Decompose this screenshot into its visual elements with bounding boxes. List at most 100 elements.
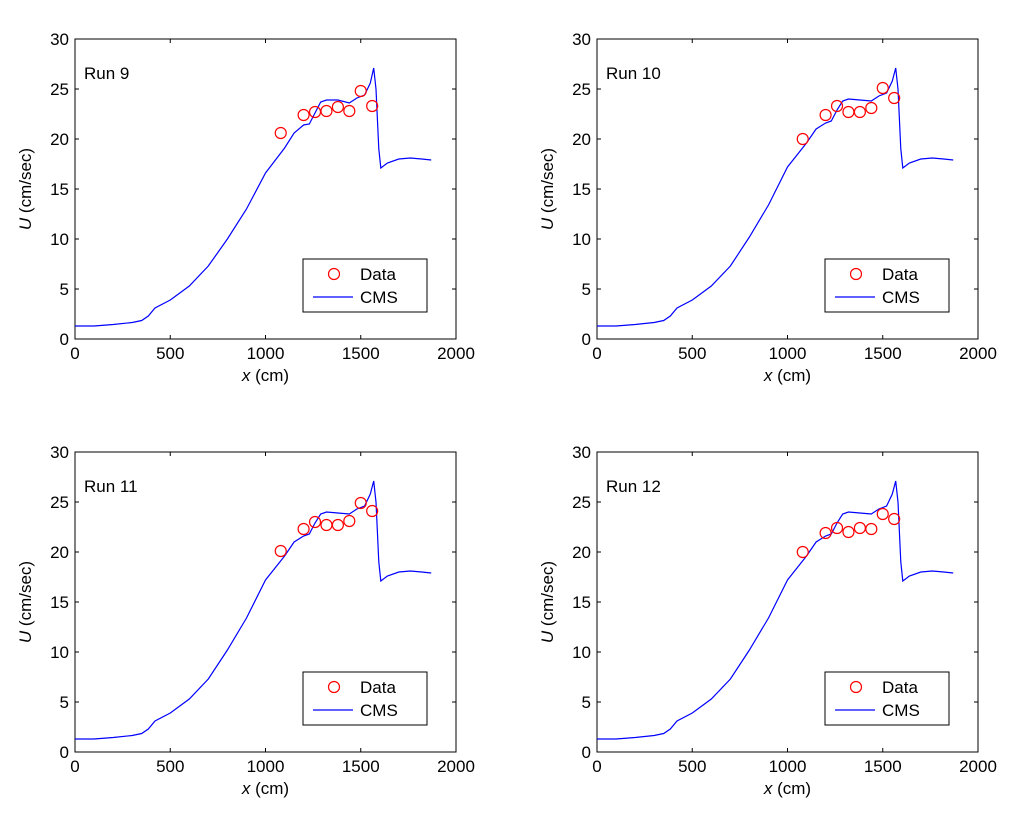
x-axis-label: x (cm)	[763, 779, 811, 798]
x-tick-label: 500	[678, 344, 706, 363]
y-tick-label: 0	[582, 743, 591, 762]
data-point	[354, 496, 367, 510]
y-tick-label: 5	[582, 693, 591, 712]
x-tick-label: 1500	[864, 344, 902, 363]
x-tick-label: 500	[156, 344, 184, 363]
x-tick-label: 0	[70, 757, 79, 776]
y-tick-label: 10	[572, 230, 591, 249]
x-tick-label: 500	[678, 757, 706, 776]
y-tick-label: 10	[50, 230, 69, 249]
run-title: Run 12	[606, 477, 661, 496]
y-tick-label: 20	[572, 543, 591, 562]
data-point	[865, 101, 878, 115]
x-tick-label: 0	[592, 757, 601, 776]
y-tick-label: 20	[50, 543, 69, 562]
data-point	[331, 100, 344, 114]
x-tick-label: 500	[156, 757, 184, 776]
x-tick-label: 1000	[247, 757, 285, 776]
legend-data-marker	[849, 267, 863, 281]
data-point	[796, 132, 809, 146]
run-title: Run 9	[84, 64, 129, 83]
y-tick-label: 30	[572, 443, 591, 462]
y-axis-label: U (cm/sec)	[16, 148, 35, 230]
y-tick-label: 30	[572, 30, 591, 49]
chart-panel-3: 0 500 1000 1500 2000 0 5 10 15 20 25 30 x (cm) U (cm/…	[16, 443, 475, 798]
legend-data-label: Data	[882, 265, 918, 284]
y-tick-label: 25	[50, 493, 69, 512]
x-tick-label: 1500	[864, 757, 902, 776]
y-axis-label: U (cm/sec)	[538, 148, 557, 230]
chart-panel-1: 0 500 1000 1500 2000 0 5 10 15 20 25 30 x (cm) U (cm/…	[16, 30, 475, 385]
legend-cms-label: CMS	[882, 701, 920, 720]
legend-box	[824, 258, 950, 313]
legend-data-label: Data	[360, 265, 396, 284]
data-point	[842, 525, 855, 539]
x-tick-label: 1000	[769, 757, 807, 776]
data-point	[297, 522, 310, 536]
data-point	[331, 518, 344, 532]
y-tick-label: 10	[572, 643, 591, 662]
data-point	[343, 104, 356, 118]
legend: Data CMS	[302, 258, 428, 313]
y-tick-label: 15	[50, 180, 69, 199]
data-point	[354, 84, 367, 98]
data-point	[796, 545, 809, 559]
legend: Data CMS	[824, 671, 950, 726]
y-tick-label: 10	[50, 643, 69, 662]
data-point	[343, 514, 356, 528]
y-tick-label: 30	[50, 30, 69, 49]
x-tick-label: 2000	[437, 344, 475, 363]
data-point	[366, 99, 379, 113]
x-tick-label: 1000	[247, 344, 285, 363]
data-point	[853, 105, 866, 119]
data-point	[865, 522, 878, 536]
x-axis-label: x (cm)	[241, 779, 289, 798]
y-tick-label: 0	[60, 743, 69, 762]
data-point	[819, 108, 832, 122]
cms-line	[75, 67, 432, 327]
data-point	[819, 526, 832, 540]
y-tick-label: 15	[572, 180, 591, 199]
x-tick-label: 2000	[437, 757, 475, 776]
data-point	[308, 515, 322, 529]
data-point	[297, 108, 310, 122]
data-point	[888, 512, 901, 526]
x-tick-label: 1500	[342, 344, 380, 363]
data-point	[876, 507, 889, 521]
x-tick-label: 0	[70, 344, 79, 363]
x-tick-label: 1000	[769, 344, 807, 363]
data-point	[320, 104, 333, 118]
legend-box	[302, 258, 428, 313]
legend: Data CMS	[302, 671, 428, 726]
legend-box	[302, 671, 428, 726]
y-axis-label: U (cm/sec)	[16, 561, 35, 643]
legend-data-marker	[327, 267, 341, 281]
data-point	[366, 504, 379, 518]
x-tick-label: 1500	[342, 757, 380, 776]
cms-line	[75, 480, 432, 740]
cms-line	[597, 480, 954, 740]
y-tick-label: 15	[50, 593, 69, 612]
y-tick-label: 15	[572, 593, 591, 612]
y-tick-label: 25	[50, 80, 69, 99]
legend-cms-label: CMS	[360, 288, 398, 307]
x-tick-label: 2000	[959, 757, 997, 776]
x-tick-label: 2000	[959, 344, 997, 363]
data-point	[274, 544, 287, 558]
chart-panel-2: 0 500 1000 1500 2000 0 5 10 15 20 25 30 x (cm) U (cm/…	[538, 30, 997, 385]
legend-cms-label: CMS	[360, 701, 398, 720]
legend-data-label: Data	[360, 678, 396, 697]
cms-line	[597, 67, 954, 327]
y-tick-label: 20	[50, 130, 69, 149]
y-tick-label: 0	[582, 330, 591, 349]
data-point	[876, 81, 889, 95]
y-tick-label: 5	[60, 693, 69, 712]
y-tick-label: 0	[60, 330, 69, 349]
y-tick-label: 25	[572, 80, 591, 99]
legend: Data CMS	[824, 258, 950, 313]
y-axis-label: U (cm/sec)	[538, 561, 557, 643]
chart-panel-4: 0 500 1000 1500 2000 0 5 10 15 20 25 30 x (cm) U (cm/…	[538, 443, 997, 798]
y-tick-label: 30	[50, 443, 69, 462]
x-axis-label: x (cm)	[241, 366, 289, 385]
run-title: Run 11	[84, 477, 138, 496]
